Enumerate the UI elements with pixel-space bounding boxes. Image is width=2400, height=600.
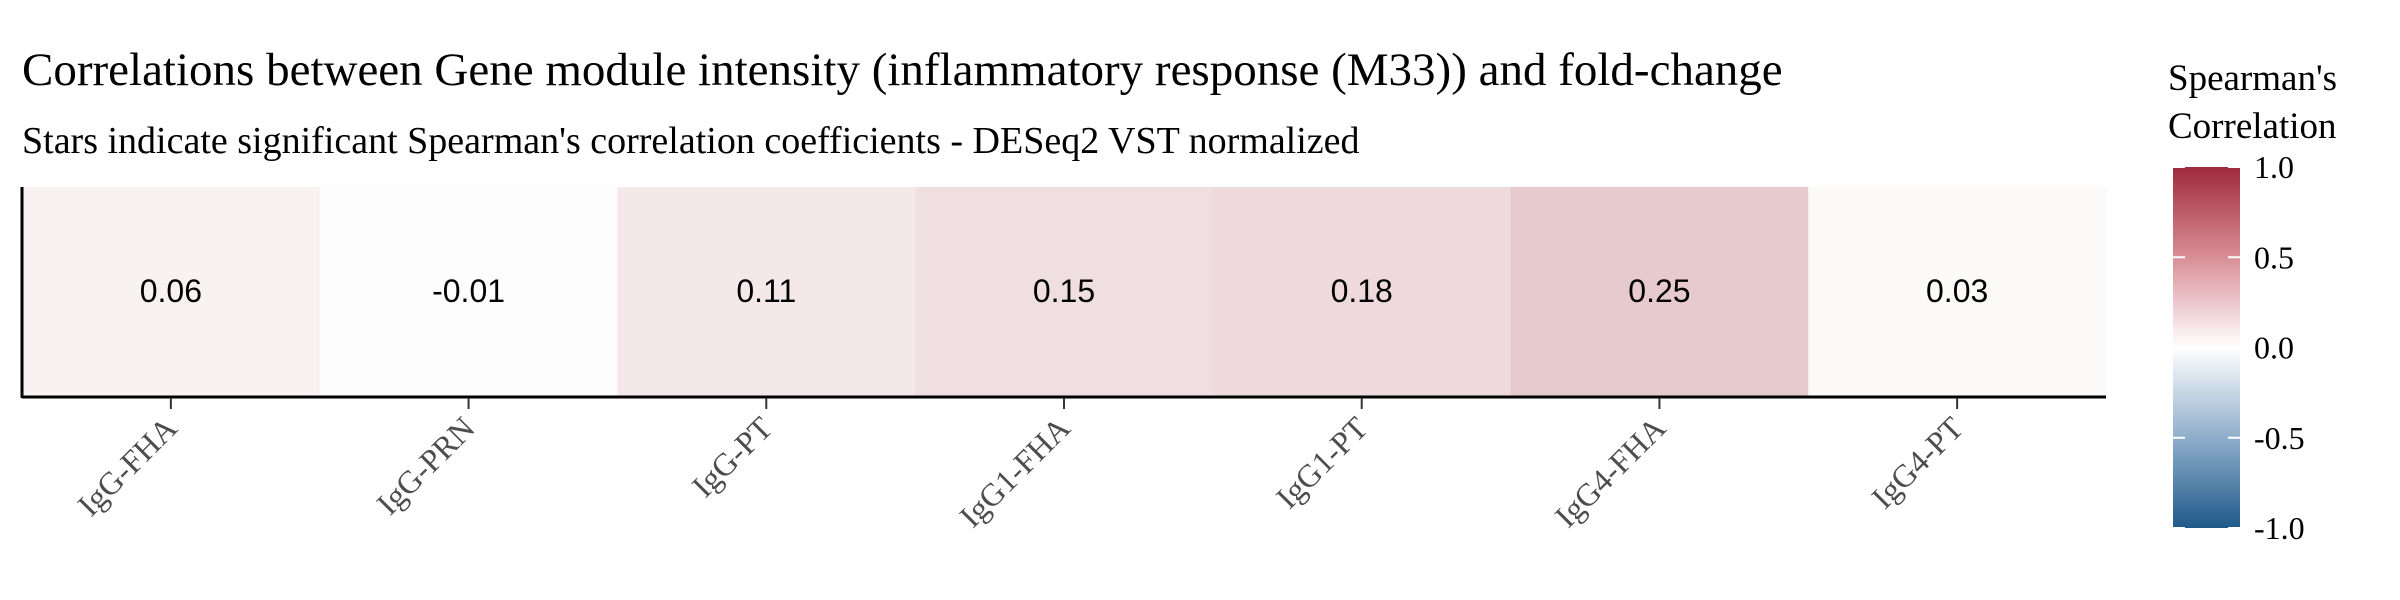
cell-value-label: -0.01 [432,273,505,309]
cell-value-label: 0.11 [736,273,796,309]
heatmap-cells [22,187,2107,397]
heatmap-cell [1808,187,2107,397]
chart-subtitle: Stars indicate significant Spearman's co… [22,120,1360,162]
x-axis-ticks [169,398,1959,409]
legend-ticks: 1.0 0.5 0.0 -0.5 -1.0 [2173,149,2305,546]
heatmap-cell [319,187,618,397]
heatmap-cell [915,187,1214,397]
cell-value-label: 0.18 [1331,273,1393,309]
heatmap-cell [1510,187,1809,397]
legend-tick-label: -0.5 [2254,420,2305,456]
legend-title-line-1: Spearman's [2168,58,2337,99]
cell-value-label: 0.03 [1926,273,1988,309]
x-axis-tick-label: IgG1-PT [1269,409,1375,515]
chart-title: Correlations between Gene module intensi… [22,44,1783,96]
heatmap-cell [22,187,321,397]
heatmap-cell [1212,187,1512,397]
cell-value-label: 0.25 [1628,273,1690,309]
cell-value-label: 0.06 [140,273,202,309]
x-axis-tick-label: IgG1-FHA [952,409,1077,534]
heatmap-cell [617,187,916,397]
x-axis-tick-label: IgG-PRN [369,409,481,521]
x-axis-tick-labels: IgG-FHA IgG-PRN IgG-PT IgG1-FHA IgG1-PT IgG4-… [70,409,1970,534]
x-axis-tick-label: IgG-FHA [70,409,183,522]
x-axis-tick-label: IgG-PT [685,409,780,504]
x-axis-tick-label: IgG4-PT [1864,409,1970,515]
legend-tick-label: 0.0 [2254,330,2294,366]
color-legend: Spearman's Correlation 1.0 0.5 0.0 -0.5 -1.0 [2168,58,2337,546]
x-axis-tick-label: IgG4-FHA [1548,409,1673,534]
legend-tick-label: 0.5 [2254,239,2294,275]
legend-tick-label: -1.0 [2254,510,2305,546]
cell-value-label: 0.15 [1033,273,1095,309]
legend-title-line-2: Correlation [2168,106,2337,147]
heatmap-cell-labels: 0.06 -0.01 0.11 0.15 0.18 0.25 0.03 [140,273,1989,309]
legend-tick-label: 1.0 [2254,149,2294,185]
